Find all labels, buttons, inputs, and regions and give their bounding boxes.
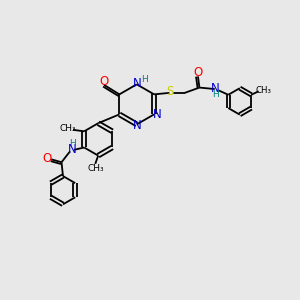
- Text: N: N: [132, 119, 141, 132]
- Text: S: S: [167, 85, 174, 98]
- Text: O: O: [193, 66, 203, 79]
- Text: N: N: [132, 77, 141, 90]
- Text: O: O: [43, 152, 52, 165]
- Text: N: N: [68, 143, 77, 156]
- Text: H: H: [212, 90, 219, 99]
- Text: CH₃: CH₃: [88, 164, 104, 173]
- Text: H: H: [69, 139, 76, 148]
- Text: N: N: [153, 108, 162, 121]
- Text: N: N: [211, 82, 220, 95]
- Text: H: H: [141, 75, 148, 84]
- Text: CH₃: CH₃: [59, 124, 76, 134]
- Text: CH₃: CH₃: [256, 86, 272, 95]
- Text: O: O: [99, 75, 108, 88]
